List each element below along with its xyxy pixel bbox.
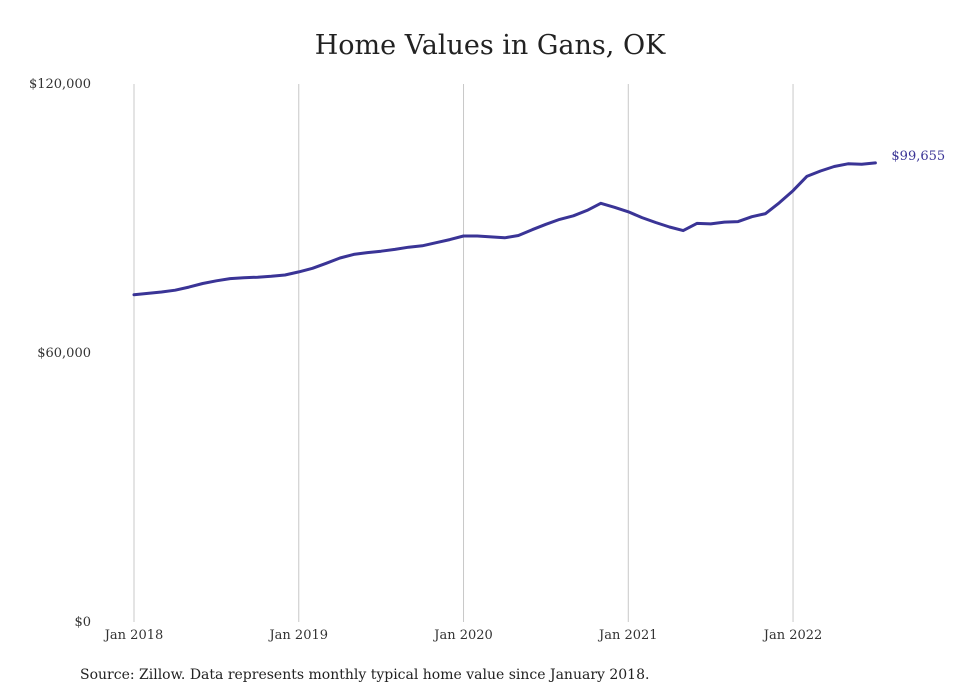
x-tick-label: Jan 2021 [597,628,658,643]
y-tick-label: $120,000 [29,77,91,92]
y-tick-label: $60,000 [37,346,91,361]
x-tick-label: Jan 2022 [762,628,823,643]
x-tick-label: Jan 2018 [103,628,164,643]
end-value-label: $99,655 [891,149,945,164]
y-tick-label: $0 [74,615,91,630]
source-note: Source: Zillow. Data represents monthly … [80,667,650,683]
chart-title: Home Values in Gans, OK [314,30,666,61]
x-tick-label: Jan 2020 [432,628,493,643]
series-line-group [132,161,877,297]
axis-labels: Jan 2018 Jan 2019 Jan 2020 Jan 2021 Jan 2022… [29,77,945,643]
x-tick-label: Jan 2019 [267,628,328,643]
gridlines [133,84,794,622]
series-line [132,161,877,297]
